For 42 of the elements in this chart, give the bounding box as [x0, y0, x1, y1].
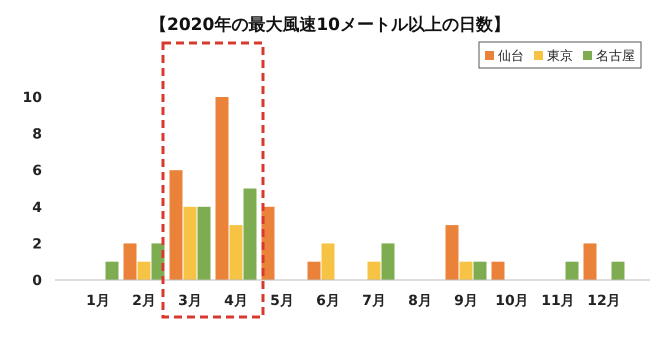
x-tick-label: 7月	[362, 293, 386, 309]
y-tick-label: 0	[32, 273, 42, 289]
bar	[230, 225, 242, 280]
bar	[170, 170, 182, 280]
bar	[584, 243, 596, 280]
bar	[184, 206, 196, 280]
bar	[216, 97, 228, 280]
bar	[124, 243, 136, 280]
bar	[198, 206, 210, 280]
x-tick-label: 5月	[270, 293, 294, 309]
legend-label: 東京	[547, 49, 573, 64]
bar	[382, 243, 394, 280]
bar	[566, 262, 578, 280]
x-tick-label: 10月	[495, 293, 529, 309]
x-tick-label: 2月	[132, 293, 156, 309]
x-tick-label: 4月	[224, 293, 248, 309]
bar	[368, 262, 380, 280]
x-tick-label: 9月	[454, 293, 478, 309]
y-tick-label: 8	[32, 126, 42, 143]
legend-label: 仙台	[498, 49, 524, 64]
bar	[244, 188, 256, 280]
x-tick-label: 6月	[316, 293, 340, 309]
x-tick-label: 8月	[408, 293, 432, 309]
x-tick-label: 1月	[86, 293, 110, 309]
bar	[460, 262, 472, 280]
y-tick-label: 10	[22, 90, 42, 106]
bar	[106, 262, 118, 280]
bar	[138, 262, 150, 280]
y-tick-label: 2	[32, 236, 42, 252]
x-tick-label: 12月	[587, 293, 621, 309]
chart-title: 【2020年の最大風速10メートル以上の日数】	[150, 15, 510, 35]
bar	[446, 225, 458, 280]
bar	[612, 262, 624, 280]
bar	[308, 262, 320, 280]
legend-label: 名古屋	[596, 49, 635, 64]
bar	[322, 243, 334, 280]
bar	[492, 262, 504, 280]
y-tick-label: 4	[32, 200, 42, 216]
x-tick-label: 3月	[178, 293, 202, 309]
y-tick-label: 6	[32, 163, 42, 180]
bar	[474, 262, 486, 280]
x-tick-label: 11月	[541, 293, 575, 309]
